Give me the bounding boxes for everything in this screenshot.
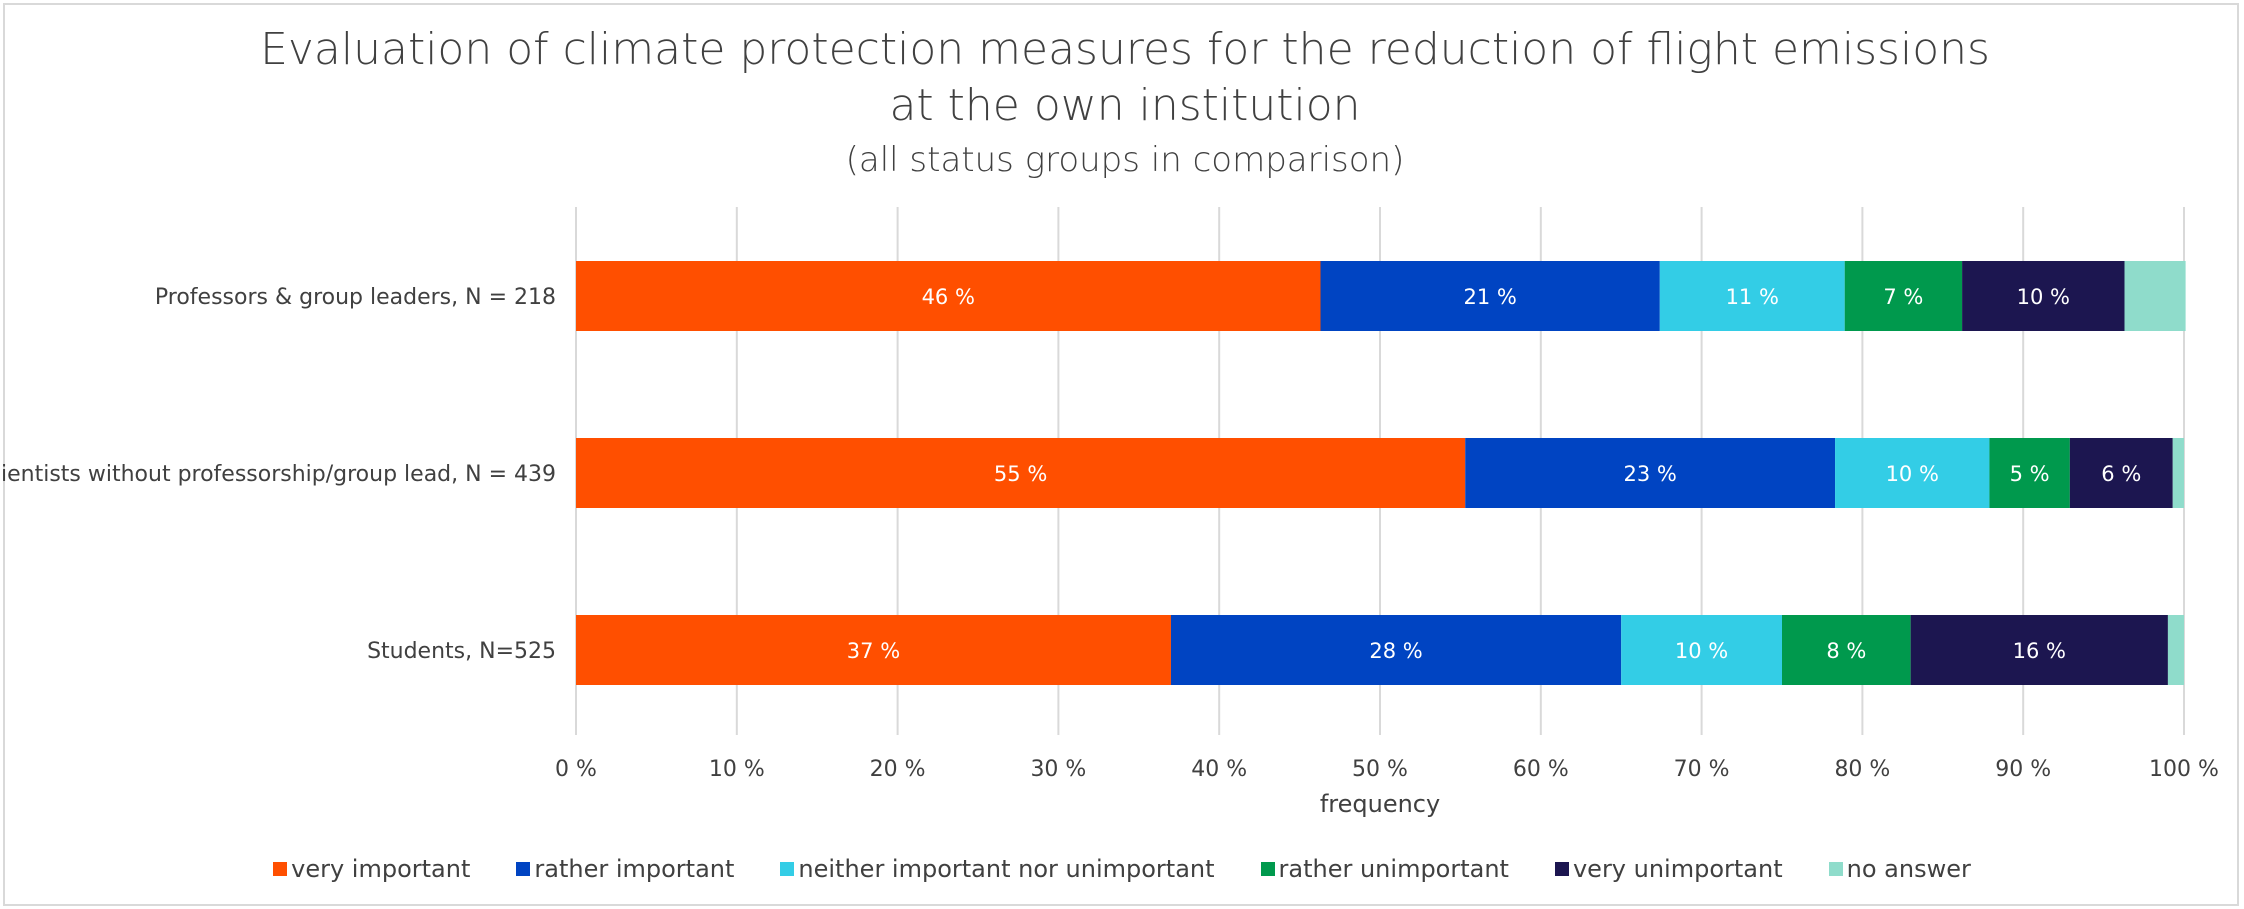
legend-item: rather important bbox=[516, 855, 734, 883]
chart-subtitle: (all status groups in comparison) bbox=[845, 140, 1405, 180]
bar-segment bbox=[1835, 438, 1990, 508]
x-tick-label: 30 % bbox=[1030, 757, 1086, 782]
chart-legend: very important rather important neither im… bbox=[0, 855, 2244, 883]
x-tick-label: 40 % bbox=[1191, 757, 1247, 782]
legend-item: very important bbox=[273, 855, 470, 883]
bar-segment bbox=[1910, 615, 2168, 685]
legend-label: neither important nor unimportant bbox=[798, 855, 1215, 883]
data-label: 28 % bbox=[1369, 639, 1422, 663]
data-label: 21 % bbox=[1463, 285, 1516, 309]
data-label: 10 % bbox=[2017, 285, 2070, 309]
legend-label: very important bbox=[291, 855, 471, 883]
legend-swatch bbox=[780, 862, 795, 876]
data-label: 16 % bbox=[2013, 639, 2066, 663]
bar-segment bbox=[1989, 438, 2070, 508]
data-label: 23 % bbox=[1623, 462, 1676, 486]
legend-swatch bbox=[1260, 862, 1275, 876]
x-tick-label: 70 % bbox=[1674, 757, 1730, 782]
chart-title: Evaluation of climate protection measure… bbox=[260, 24, 1990, 131]
legend-label: very unimportant bbox=[1572, 855, 1783, 883]
x-tick-label: 0 % bbox=[555, 757, 597, 782]
x-axis-label: frequency bbox=[1320, 790, 1440, 818]
chart-title-block: Evaluation of climate protection measure… bbox=[0, 22, 2244, 184]
bar-segment bbox=[1621, 615, 1782, 685]
legend-swatch bbox=[273, 862, 288, 876]
bar-segment bbox=[1962, 261, 2125, 331]
legend-swatch bbox=[1828, 862, 1843, 876]
x-tick-label: 100 % bbox=[2149, 757, 2219, 782]
x-tick-label: 80 % bbox=[1834, 757, 1890, 782]
data-label: 37 % bbox=[847, 639, 900, 663]
x-tick-label: 10 % bbox=[709, 757, 765, 782]
legend-label: no answer bbox=[1846, 855, 1971, 883]
legend-swatch bbox=[516, 862, 531, 876]
data-label: 6 % bbox=[2101, 462, 2141, 486]
legend-label: rather unimportant bbox=[1278, 855, 1509, 883]
legend-item: no answer bbox=[1828, 855, 1971, 883]
category-label: Professors & group leaders, N = 218 bbox=[155, 285, 556, 310]
category-label: Scientists without professorship/group l… bbox=[0, 462, 556, 487]
x-tick-label: 20 % bbox=[870, 757, 926, 782]
chart-frame bbox=[3, 3, 2239, 906]
bar-segment bbox=[2167, 615, 2184, 685]
data-label: 10 % bbox=[1675, 639, 1728, 663]
data-label: 7 % bbox=[1883, 285, 1923, 309]
x-tick-label: 90 % bbox=[1995, 757, 2051, 782]
bar-segment bbox=[1465, 438, 1836, 508]
category-label: Students, N=525 bbox=[367, 639, 556, 664]
bar-segment bbox=[1170, 615, 1622, 685]
bar-segment bbox=[576, 261, 1321, 331]
bar-segment bbox=[2124, 261, 2186, 331]
legend-item: very unimportant bbox=[1554, 855, 1783, 883]
bar-segment bbox=[576, 615, 1171, 685]
bar-segment bbox=[576, 438, 1466, 508]
bar-segment bbox=[1844, 261, 1963, 331]
x-tick-label: 60 % bbox=[1513, 757, 1569, 782]
x-tick-label: 50 % bbox=[1352, 757, 1408, 782]
data-label: 11 % bbox=[1726, 285, 1779, 309]
legend-item: neither important nor unimportant bbox=[780, 855, 1215, 883]
data-label: 10 % bbox=[1886, 462, 1939, 486]
legend-swatch bbox=[1554, 862, 1569, 876]
bar-segment bbox=[1659, 261, 1845, 331]
bar-segment bbox=[2069, 438, 2173, 508]
data-label: 8 % bbox=[1826, 639, 1866, 663]
data-label: 5 % bbox=[2010, 462, 2050, 486]
data-label: 55 % bbox=[994, 462, 1047, 486]
bar-segment bbox=[1782, 615, 1911, 685]
bar-segment bbox=[2172, 438, 2184, 508]
bar-segment bbox=[1320, 261, 1660, 331]
data-label: 46 % bbox=[922, 285, 975, 309]
legend-item: rather unimportant bbox=[1260, 855, 1509, 883]
legend-label: rather important bbox=[534, 855, 735, 883]
